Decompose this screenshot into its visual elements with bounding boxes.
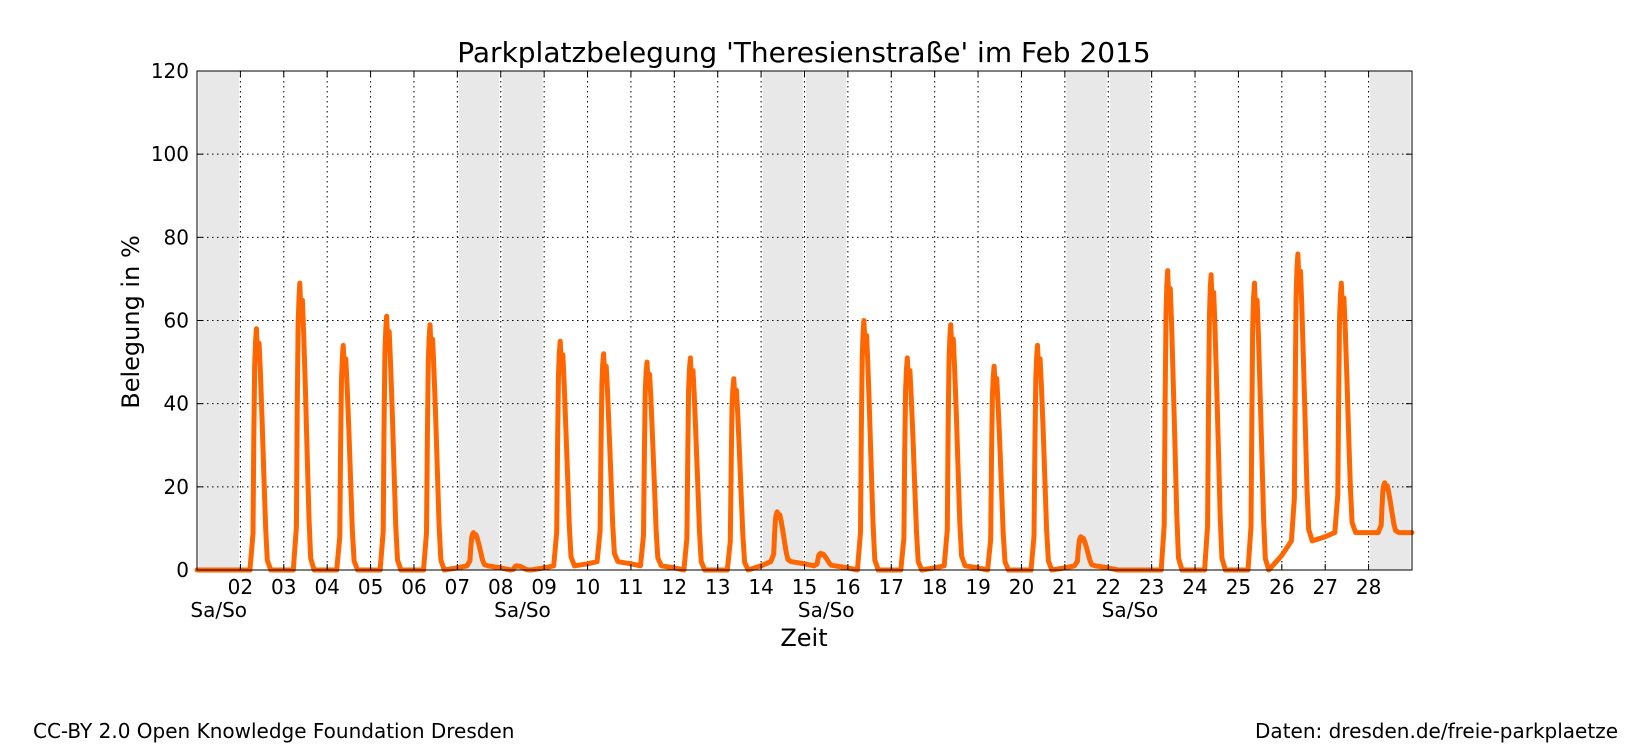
chart-title: Parkplatzbelegung 'Theresienstraße' im F… <box>457 36 1150 69</box>
x-tick-label: 07 <box>445 575 470 599</box>
x-tick-label: 24 <box>1182 575 1207 599</box>
x-tick-label: 21 <box>1052 575 1077 599</box>
x-tick-label: 11 <box>618 575 643 599</box>
x-tick-label: 18 <box>922 575 947 599</box>
x-tick-label: 08 <box>488 575 513 599</box>
y-tick-label: 80 <box>164 225 189 249</box>
weekend-band-4 <box>1368 71 1412 570</box>
x-tick-label: 09 <box>531 575 556 599</box>
series-layer <box>194 251 1415 573</box>
license-credit: CC-BY 2.0 Open Knowledge Foundation Dres… <box>33 719 515 743</box>
weekend-label: Sa/So <box>1102 598 1159 622</box>
x-tick-label: 06 <box>401 575 426 599</box>
x-tick-label: 23 <box>1139 575 1164 599</box>
weekend-bands <box>195 71 1414 570</box>
y-axis-label: Belegung in % <box>117 235 145 409</box>
x-tick-label: 28 <box>1356 575 1381 599</box>
x-tick-label: 25 <box>1226 575 1251 599</box>
x-tick-label: 13 <box>705 575 730 599</box>
weekend-label: Sa/So <box>798 598 855 622</box>
x-tick-label: 14 <box>748 575 773 599</box>
x-tick-label: 04 <box>314 575 339 599</box>
weekend-label: Sa/So <box>190 598 247 622</box>
y-tick-label: 60 <box>164 309 189 333</box>
x-tick-label: 02 <box>228 575 253 599</box>
x-tick-label: 15 <box>792 575 817 599</box>
x-tick-label: 16 <box>835 575 860 599</box>
x-tick-label: 03 <box>271 575 296 599</box>
x-tick-label: 19 <box>965 575 990 599</box>
weekend-label: Sa/So <box>494 598 551 622</box>
y-tick-label: 40 <box>164 392 189 416</box>
x-tick-label: 10 <box>575 575 600 599</box>
data-source-credit: Daten: dresden.de/freie-parkplaetze <box>1255 719 1618 743</box>
x-tick-label: 27 <box>1312 575 1337 599</box>
x-tick-label: 05 <box>358 575 383 599</box>
y-tick-label: 100 <box>151 142 189 166</box>
y-tick-label: 20 <box>164 475 189 499</box>
x-tick-label: 20 <box>1009 575 1034 599</box>
axis-ticks: 0 20 40 60 80 100 120 02 03 04 05 06 07 08 09 10 11 12 13 1… <box>151 59 1412 622</box>
x-tick-label: 22 <box>1096 575 1121 599</box>
x-tick-label: 17 <box>879 575 904 599</box>
occupancy-series-line <box>194 251 1415 573</box>
x-tick-label: 26 <box>1269 575 1294 599</box>
x-tick-label: 12 <box>662 575 687 599</box>
grid-lines <box>197 71 1412 570</box>
y-tick-label: 120 <box>151 59 189 83</box>
x-axis-label: Zeit <box>780 624 827 652</box>
y-tick-label: 0 <box>176 558 189 582</box>
weekend-band-0 <box>197 71 241 570</box>
